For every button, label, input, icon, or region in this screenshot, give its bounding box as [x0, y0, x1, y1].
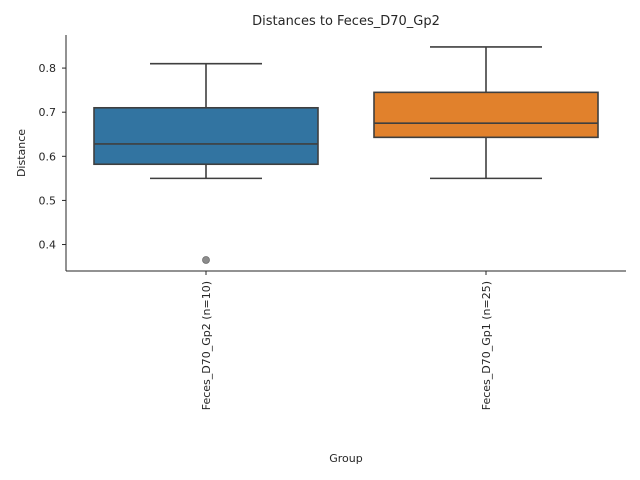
y-tick-label: 0.7 — [39, 106, 57, 119]
iqr-box — [373, 91, 599, 139]
x-axis-ticks: Feces_D70_Gp2 (n=10) Feces_D70_Gp1 (n=25) — [200, 271, 493, 410]
x-tick-label: Feces_D70_Gp2 (n=10) — [200, 281, 213, 410]
iqr-box — [93, 106, 319, 166]
x-tick-label: Feces_D70_Gp1 (n=25) — [480, 281, 493, 410]
y-tick-label: 0.5 — [39, 194, 57, 207]
box-group — [93, 62, 319, 264]
x-axis-label: Group — [329, 452, 363, 465]
y-tick-label: 0.8 — [39, 62, 57, 75]
y-tick-label: 0.6 — [39, 150, 57, 163]
box-group — [373, 46, 599, 180]
y-axis-ticks: 0.4 0.5 0.6 0.7 0.8 — [39, 62, 66, 252]
y-axis-label: Distance — [15, 129, 28, 177]
outlier-point — [202, 256, 210, 264]
box-series — [93, 46, 599, 264]
chart-title: Distances to Feces_D70_Gp2 — [252, 14, 440, 29]
y-tick-label: 0.4 — [39, 239, 57, 252]
